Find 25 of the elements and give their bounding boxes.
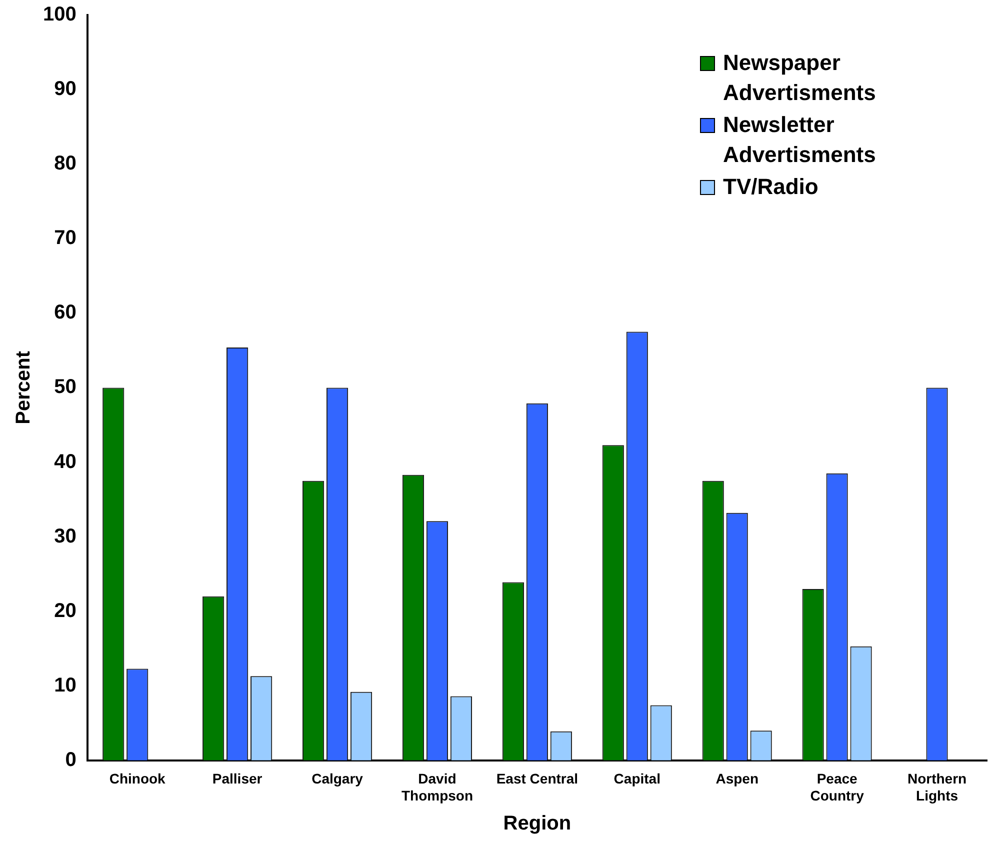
y-tick-label: 0 [65, 748, 76, 771]
y-tick-label: 60 [54, 302, 76, 324]
y-tick-label: 20 [54, 600, 76, 622]
x-tick-label: Palliser [212, 770, 263, 787]
x-tick-label: East Central [496, 770, 578, 787]
y-tick-label: 80 [54, 152, 76, 175]
y-tick-label: 40 [54, 450, 76, 473]
x-axis-title: Region [503, 812, 572, 835]
y-axis-title: Percent [12, 350, 35, 424]
legend-label: Newsletter Advertisments [723, 111, 877, 169]
y-tick-label: 30 [54, 525, 76, 548]
y-tick-label: 70 [54, 227, 76, 250]
x-tick-label: David Thompson [401, 770, 473, 804]
y-tick-label: 100 [42, 4, 76, 26]
legend-label: TV/Radio [723, 173, 820, 201]
x-tick-label: Capital [614, 770, 660, 787]
x-tick-label: Northern Lights [907, 770, 967, 804]
x-tick-label: Chinook [109, 770, 166, 787]
y-tick-label: 10 [54, 674, 76, 696]
x-tick-label: Calgary [312, 770, 364, 787]
x-tick-label: Peace Country [810, 770, 864, 804]
y-tick-label: 50 [54, 376, 76, 398]
x-tick-label: Aspen [716, 770, 758, 787]
y-tick-label: 90 [54, 78, 76, 100]
legend-label: Newspaper Advertisments [723, 49, 877, 107]
